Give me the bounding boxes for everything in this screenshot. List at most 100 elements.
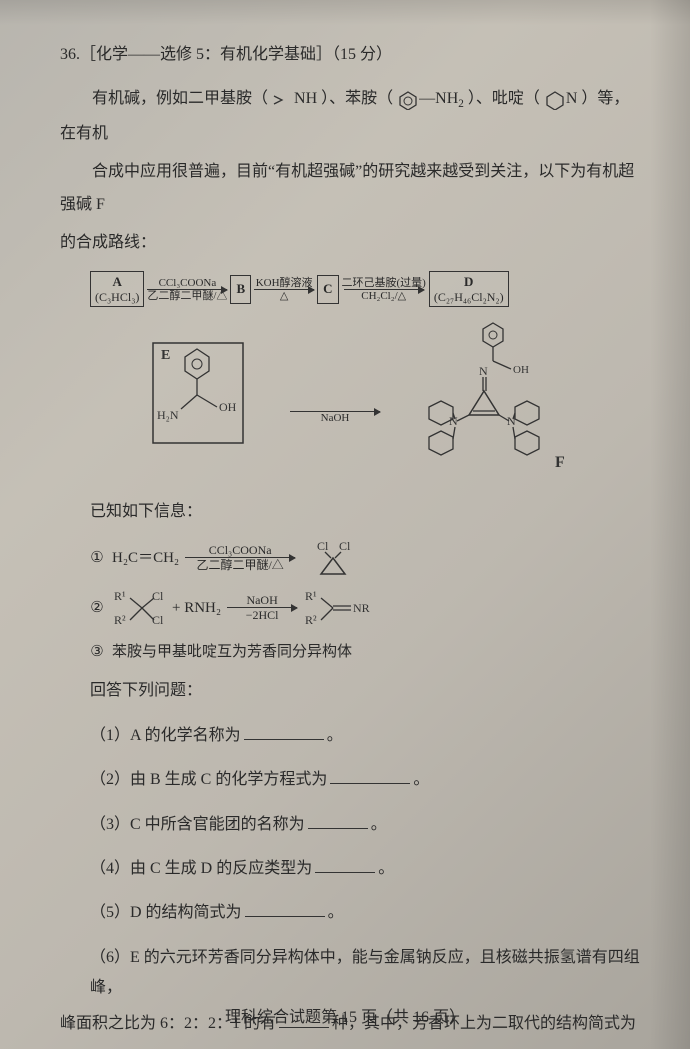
arrow-shaft	[290, 411, 380, 412]
svg-text:Cl: Cl	[152, 589, 164, 603]
svg-text:R²: R²	[114, 613, 126, 627]
info-2-lhs-structure: R¹ R² Cl Cl	[112, 588, 172, 628]
arrow-2: KOH醇溶液 △	[254, 277, 314, 302]
q2-end: 。	[413, 771, 429, 788]
route-row-1: A (C₃HCl₃) CCl₃COONa 乙二醇二甲醚/△ B KOH醇溶液 △…	[90, 271, 640, 307]
svg-text:F: F	[555, 454, 565, 471]
sub-question-6: （6）E 的六元环芳香同分异构体中，能与金属钠反应，且核磁共振氢谱有四组峰，	[90, 943, 640, 1004]
svg-text:NR: NR	[353, 601, 370, 615]
synthesis-route: A (C₃HCl₃) CCl₃COONa 乙二醇二甲醚/△ B KOH醇溶液 △…	[90, 271, 640, 489]
q5-label: （5）D 的结构简式为	[90, 904, 242, 921]
question-header: 36.［化学——选修 5：有机化学基础］（15 分）	[60, 40, 640, 70]
svg-text:Cl: Cl	[339, 539, 351, 553]
compound-c-box: C	[317, 275, 338, 304]
arrow-2-top: KOH醇溶液	[256, 277, 313, 289]
q4-label: （4）由 C 生成 D 的反应类型为	[90, 860, 312, 877]
intro-line-3: 的合成路线：	[60, 226, 640, 260]
svg-text:OH: OH	[219, 400, 237, 414]
svg-text:R²: R²	[305, 613, 317, 627]
blank	[244, 723, 324, 740]
q3-end: 。	[371, 816, 387, 833]
svg-text:OH: OH	[513, 364, 529, 376]
compound-f-structure: OH N N N	[383, 317, 583, 477]
sub-question-3: （3）C 中所含官能团的名称为 。	[90, 810, 640, 840]
q1-end: 。	[327, 727, 343, 744]
svg-text:E: E	[161, 348, 170, 363]
arrow-3-bot: CH₂Cl₂/△	[361, 290, 406, 302]
arrow-3: 二环己基胺(过量) CH₂Cl₂/△	[342, 277, 426, 302]
dimethylamine-frag	[272, 92, 294, 108]
info-2-plus: + RNH₂	[172, 594, 221, 623]
intro-line-1: 有机碱，例如二甲基胺（ NH ）、苯胺（ —NH2 ）、吡啶（ N ）等，在有机	[60, 82, 640, 150]
arrow-3-top: 二环己基胺(过量)	[342, 277, 426, 289]
blank	[315, 856, 375, 873]
compound-d-box: D (C₂₇H₄₆Cl₂N₂)	[429, 271, 509, 307]
info-3: ③ 苯胺与甲基吡啶互为芳香同分异构体	[88, 638, 640, 667]
arrow-ef: NaOH	[290, 411, 380, 424]
arrow-shaft	[185, 557, 295, 558]
info-2-arrow-bot: −2HCl	[246, 608, 279, 622]
q3-label: （3）C 中所含官能团的名称为	[90, 816, 305, 833]
answer-header: 回答下列问题：	[90, 676, 640, 706]
sub-question-2: （2）由 B 生成 C 的化学方程式为 。	[90, 765, 640, 795]
svg-text:Cl: Cl	[317, 539, 329, 553]
q2-label: （2）由 B 生成 C 的化学方程式为	[90, 771, 327, 788]
intro-line-2: 合成中应用很普遍，目前“有机超强碱”的研究越来越受到关注，以下为有机超强碱 F	[60, 155, 640, 222]
svg-text:N: N	[479, 364, 488, 378]
intro-text: ）、吡啶（	[468, 90, 540, 107]
compound-e-structure: E OH H₂N	[147, 337, 287, 457]
info-1-num: ①	[88, 544, 106, 573]
q6-line1: （6）E 的六元环芳香同分异构体中，能与金属钠反应，且核磁共振氢谱有四组峰，	[90, 949, 640, 996]
info-1-arrow: CCl₃COONa 乙二醇二甲醚/△	[185, 543, 295, 573]
info-3-text: 苯胺与甲基吡啶互为芳香同分异构体	[112, 638, 352, 667]
blank	[330, 767, 410, 784]
naoh-label: NaOH	[321, 412, 350, 424]
info-3-num: ③	[88, 638, 106, 667]
compound-b-box: B	[230, 275, 251, 304]
exam-page: 36.［化学——选修 5：有机化学基础］（15 分） 有机碱，例如二甲基胺（ N…	[0, 0, 690, 1049]
info-2-rhs-structure: R¹ R² NR	[303, 588, 383, 628]
intro-text: 有机碱，例如二甲基胺（	[92, 90, 268, 107]
arrow-1-bot: 乙二醇二甲醚/△	[147, 290, 227, 302]
known-info-header: 已知如下信息：	[90, 497, 640, 527]
arrow-shaft	[344, 289, 424, 290]
blank	[308, 812, 368, 829]
route-row-2: E OH H₂N NaOH OH N	[90, 317, 640, 477]
svg-text:R¹: R¹	[305, 589, 317, 603]
arrow-2-bot: △	[280, 290, 288, 302]
svg-text:R¹: R¹	[114, 589, 126, 603]
info-1-arrow-top: CCl₃COONa	[209, 543, 272, 557]
compound-a-label: A	[112, 274, 121, 290]
compound-d-label: D	[464, 274, 473, 290]
page-footer: 理科综合试题第 15 页（共 16 页）	[0, 1003, 690, 1027]
info-2-arrow-top: NaOH	[246, 593, 277, 607]
intro-text: ）、苯胺（	[321, 90, 393, 107]
info-2-num: ②	[88, 594, 106, 623]
sub-question-1: （1）A 的化学名称为 。	[90, 721, 640, 751]
cyclopropane-dicl: Cl Cl	[301, 538, 357, 578]
pyridine-icon	[544, 90, 566, 110]
q1-label: （1）A 的化学名称为	[90, 727, 241, 744]
nh2-label: —NH	[419, 90, 458, 107]
info-1-arrow-bot: 乙二醇二甲醚/△	[196, 558, 283, 572]
benzene-icon	[397, 90, 419, 110]
compound-d-formula: (C₂₇H₄₆Cl₂N₂)	[434, 290, 504, 304]
blank	[245, 900, 325, 917]
svg-text:H₂N: H₂N	[157, 408, 179, 422]
nh-label: NH	[294, 90, 317, 107]
arrow-shaft	[254, 289, 314, 290]
compound-a-box: A (C₃HCl₃)	[90, 271, 144, 307]
arrow-shaft	[227, 607, 297, 608]
info-1-lhs: H₂C＝CH₂	[112, 544, 179, 573]
q5-end: 。	[328, 904, 344, 921]
q4-end: 。	[378, 860, 394, 877]
sub-question-4: （4）由 C 生成 D 的反应类型为 。	[90, 854, 640, 884]
arrow-1-top: CCl₃COONa	[159, 277, 217, 289]
info-1: ① H₂C＝CH₂ CCl₃COONa 乙二醇二甲醚/△ Cl Cl	[88, 538, 640, 578]
arrow-1: CCl₃COONa 乙二醇二甲醚/△	[147, 277, 227, 302]
info-2-arrow: NaOH −2HCl	[227, 593, 297, 623]
n-label: N	[566, 90, 578, 107]
sub-question-5: （5）D 的结构简式为 。	[90, 898, 640, 928]
info-2: ② R¹ R² Cl Cl + RNH₂ NaOH −2HCl R¹ R² NR	[88, 588, 640, 628]
arrow-shaft	[147, 289, 227, 290]
